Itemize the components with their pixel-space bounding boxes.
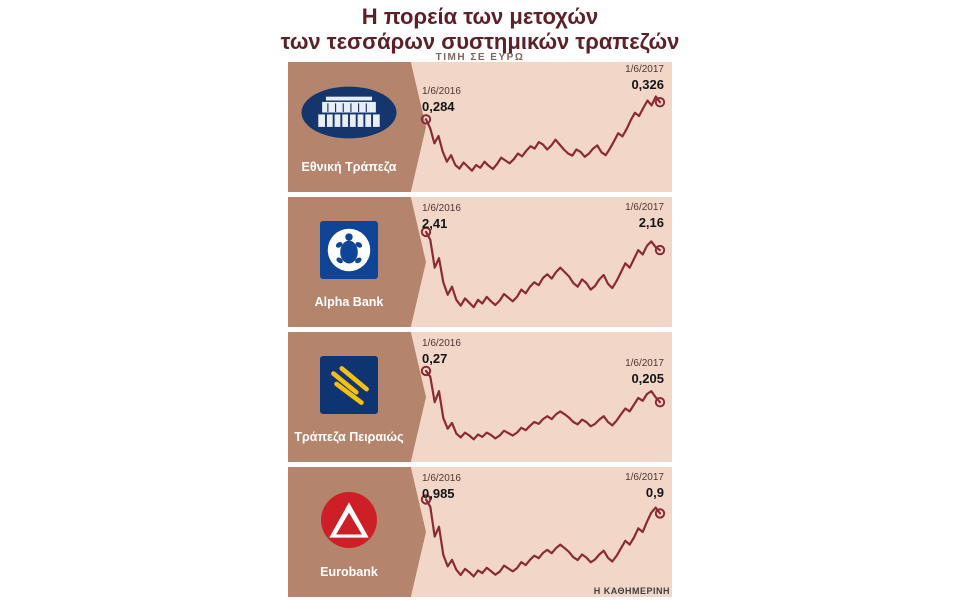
chart-area: 1/6/2016 2,41 1/6/2017 2,16 [416, 197, 672, 327]
start-point-label: 1/6/2016 0,284 [422, 86, 461, 115]
start-date: 1/6/2016 [422, 338, 461, 349]
start-value: 2,41 [422, 215, 448, 231]
end-point-label: 1/6/2017 2,16 [625, 202, 664, 231]
start-point-label: 1/6/2016 2,41 [422, 203, 461, 232]
bank-label-arrow: Eurobank [288, 467, 426, 597]
start-date: 1/6/2016 [422, 86, 461, 97]
start-value: 0,284 [422, 98, 455, 114]
start-point-label: 1/6/2016 0,985 [422, 473, 461, 502]
start-date: 1/6/2016 [422, 203, 461, 214]
end-point-label: 1/6/2017 0,205 [625, 358, 664, 387]
eurobank-logo [288, 491, 410, 549]
end-value: 0,326 [631, 76, 664, 92]
end-date: 1/6/2017 [625, 472, 664, 483]
chart-area: 1/6/2016 0,284 1/6/2017 0,326 [416, 62, 672, 192]
start-date: 1/6/2016 [422, 473, 461, 484]
alpha-bank-logo-icon [320, 221, 378, 279]
bank-name: Τράπεζα Πειραιώς [294, 430, 404, 444]
piraeus-bank-logo-icon [320, 356, 378, 414]
end-value: 2,16 [638, 214, 664, 230]
price-line-chart [420, 95, 666, 172]
piraeus-bank-logo [288, 356, 410, 414]
end-date: 1/6/2017 [625, 202, 664, 213]
bank-label-arrow: Εθνική Τράπεζα [288, 62, 426, 192]
title-line-2: των τεσσάρων συστημικών τραπεζών [280, 29, 680, 55]
price-line-chart [420, 494, 666, 578]
bank-name: Alpha Bank [314, 295, 384, 309]
start-value: 0,985 [422, 485, 455, 501]
bank-panel-alpha: Alpha Bank 1/6/2016 2,41 1/6/2017 2,16 [288, 197, 672, 327]
bank-panel-eurobank: Eurobank 1/6/2016 0,985 1/6/2017 0,9 [288, 467, 672, 597]
chart-area: 1/6/2016 0,27 1/6/2017 0,205 [416, 332, 672, 462]
nbg-logo [288, 86, 410, 139]
end-date: 1/6/2017 [625, 64, 664, 75]
end-point-label: 1/6/2017 0,9 [625, 472, 664, 501]
start-point-label: 1/6/2016 0,27 [422, 338, 461, 367]
subtitle-price-in-euro: ΤΙΜΗ ΣΕ ΕΥΡΩ [435, 52, 525, 63]
nbg-logo-icon [301, 86, 397, 139]
bank-name: Eurobank [320, 565, 378, 579]
eurobank-logo-icon [321, 492, 377, 548]
price-line-chart [420, 226, 666, 309]
end-date: 1/6/2017 [625, 358, 664, 369]
bank-label-arrow: Alpha Bank [288, 197, 426, 327]
bank-panel-piraeus: Τράπεζα Πειραιώς 1/6/2016 0,27 1/6/2017 … [288, 332, 672, 462]
end-point-label: 1/6/2017 0,326 [625, 64, 664, 93]
bank-name: Εθνική Τράπεζα [301, 160, 397, 174]
start-value: 0,27 [422, 350, 448, 366]
title-line-1: Η πορεία των μετοχών [361, 4, 599, 29]
page-title: Η πορεία των μετοχών των τεσσάρων συστημ… [0, 4, 960, 55]
end-value: 0,9 [645, 484, 664, 500]
bank-panel-nbg: Εθνική Τράπεζα 1/6/2016 0,284 1/6/2017 0… [288, 62, 672, 192]
end-value: 0,205 [631, 370, 664, 386]
publisher-credit: Η ΚΑΘΗΜΕΡΙΝΗ [593, 586, 670, 596]
bank-label-arrow: Τράπεζα Πειραιώς [288, 332, 426, 462]
price-line-chart [420, 365, 666, 441]
chart-area: 1/6/2016 0,985 1/6/2017 0,9 [416, 467, 672, 597]
alpha-bank-logo [288, 221, 410, 279]
